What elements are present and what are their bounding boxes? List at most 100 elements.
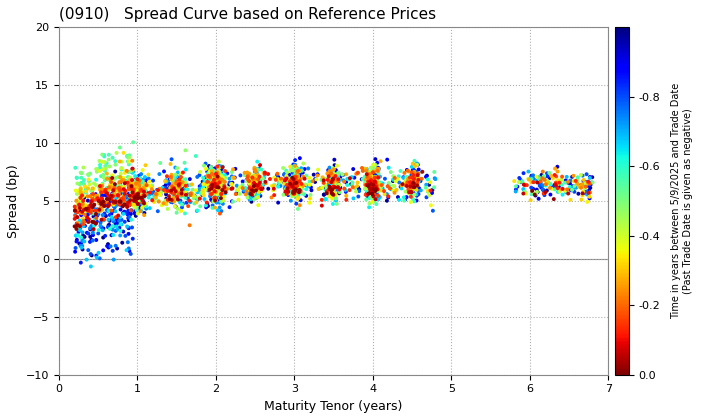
Point — [363, 185, 374, 192]
Point — [220, 168, 231, 174]
Point — [109, 192, 120, 199]
Point — [272, 199, 284, 206]
Point — [557, 173, 568, 180]
Point — [131, 176, 143, 183]
Point — [254, 182, 266, 189]
Point — [392, 194, 404, 200]
Point — [329, 191, 341, 197]
Point — [130, 191, 141, 198]
Point — [415, 178, 426, 184]
Point — [310, 176, 322, 183]
Point — [247, 180, 258, 187]
Point — [215, 170, 227, 176]
Point — [131, 190, 143, 197]
Point — [330, 167, 342, 173]
Point — [131, 184, 143, 191]
Point — [130, 194, 142, 201]
Point — [407, 182, 418, 189]
Point — [403, 184, 415, 190]
Point — [74, 221, 86, 228]
Point — [237, 185, 248, 192]
Point — [306, 187, 318, 194]
Point — [407, 167, 418, 173]
Point — [172, 186, 184, 193]
Point — [204, 176, 215, 182]
Point — [244, 184, 256, 190]
Point — [407, 180, 418, 187]
Point — [103, 202, 114, 209]
Point — [176, 204, 188, 211]
Point — [138, 183, 149, 189]
Point — [130, 190, 141, 197]
Point — [531, 173, 542, 180]
Point — [320, 187, 332, 194]
Point — [215, 172, 227, 178]
Point — [272, 184, 284, 190]
Point — [102, 190, 113, 197]
Point — [366, 186, 378, 192]
Point — [168, 186, 180, 193]
Point — [117, 228, 129, 235]
Point — [274, 183, 286, 189]
Point — [366, 179, 377, 186]
Point — [267, 187, 279, 194]
Point — [310, 176, 321, 182]
Point — [553, 181, 564, 187]
Point — [106, 192, 117, 199]
Point — [542, 179, 554, 186]
Point — [126, 191, 138, 198]
Point — [127, 188, 139, 195]
Point — [364, 168, 376, 175]
Point — [104, 163, 115, 170]
Point — [411, 192, 423, 199]
Point — [132, 183, 143, 190]
Point — [294, 179, 306, 186]
Point — [169, 196, 181, 203]
Point — [256, 187, 268, 194]
Point — [78, 177, 90, 184]
Point — [330, 186, 342, 192]
Point — [251, 169, 263, 176]
Point — [584, 180, 595, 186]
Point — [333, 169, 344, 176]
Point — [289, 183, 300, 190]
Point — [107, 193, 119, 199]
Point — [208, 191, 220, 198]
Point — [208, 188, 220, 195]
Point — [216, 171, 228, 178]
Point — [404, 179, 415, 186]
Point — [567, 173, 578, 180]
Point — [290, 184, 302, 191]
Point — [368, 178, 379, 185]
Point — [266, 183, 278, 189]
Point — [372, 159, 383, 166]
Point — [213, 190, 225, 197]
Point — [150, 195, 161, 202]
Point — [87, 202, 99, 209]
Point — [294, 188, 305, 195]
Point — [273, 182, 284, 189]
Point — [369, 192, 380, 198]
Point — [204, 167, 215, 173]
Point — [86, 203, 98, 210]
Point — [171, 189, 182, 196]
Point — [127, 165, 138, 172]
Point — [291, 174, 302, 181]
Point — [82, 207, 94, 214]
Point — [251, 192, 262, 199]
Point — [86, 198, 97, 205]
Point — [136, 195, 148, 202]
Point — [330, 177, 342, 184]
Point — [122, 199, 134, 206]
Point — [526, 188, 538, 194]
Point — [408, 184, 420, 191]
Point — [428, 184, 440, 191]
Point — [362, 188, 374, 195]
Point — [71, 197, 82, 204]
Point — [166, 199, 177, 205]
Point — [366, 182, 378, 189]
Point — [327, 180, 338, 187]
Point — [289, 173, 301, 180]
Point — [83, 176, 94, 183]
Point — [184, 197, 195, 204]
